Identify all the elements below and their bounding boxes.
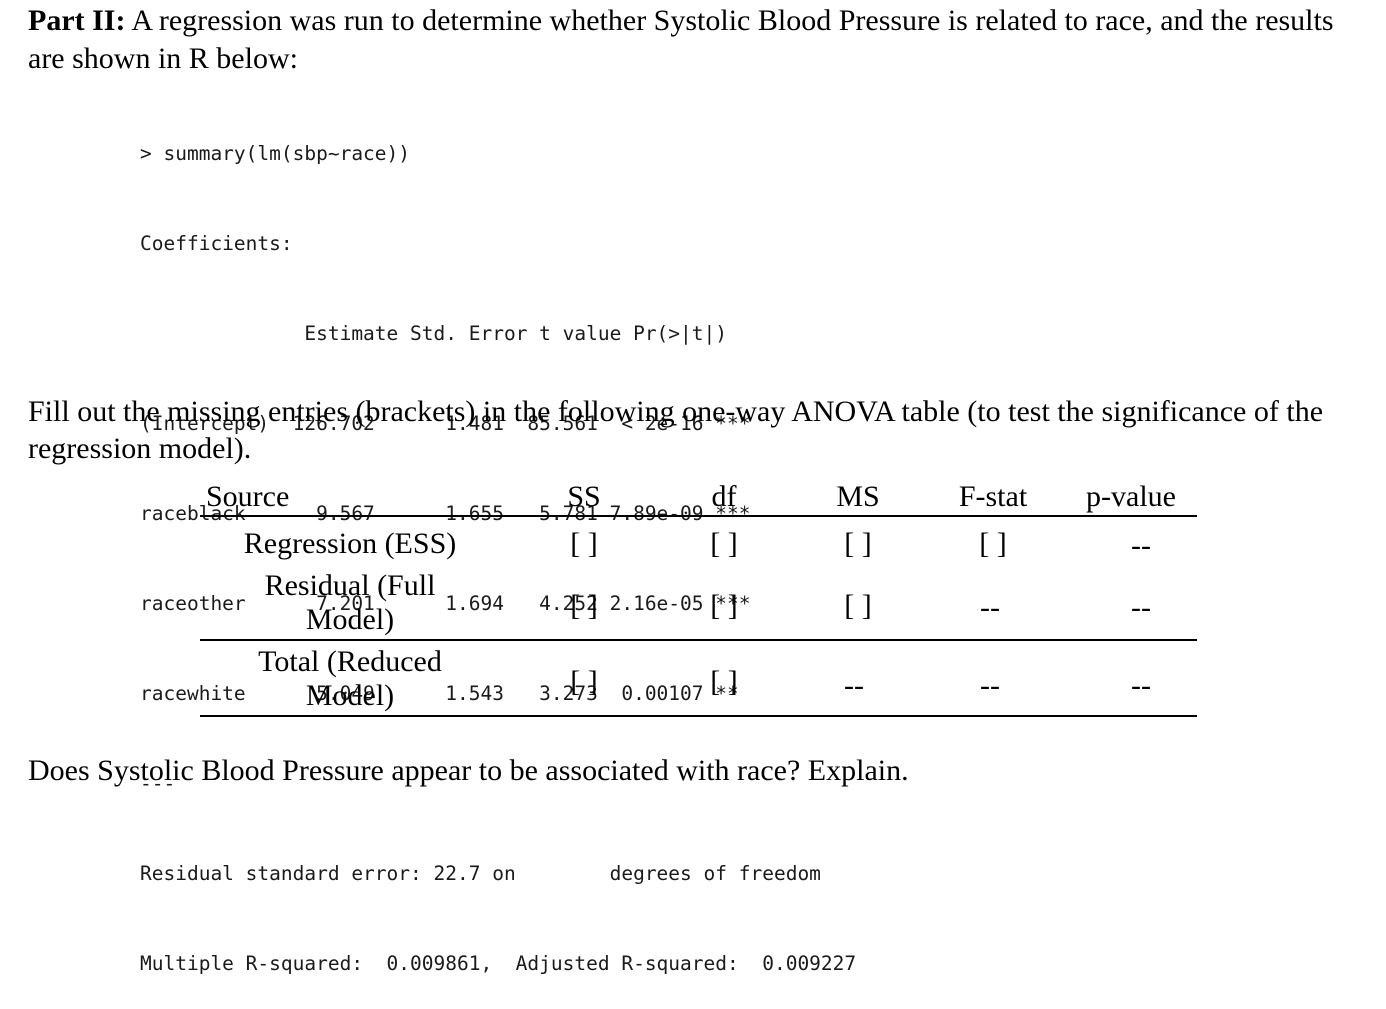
header-df: df [711,480,737,513]
cell-ss: [ ] [570,527,598,560]
final-question: Does Systolic Blood Pressure appear to b… [28,754,909,787]
cell-ss: [ ] [570,589,598,622]
cell-ms: [ ] [844,589,872,622]
residual-standard-error-line: Residual standard error: 22.7 on degrees… [140,862,821,885]
cell-df: [ ] [710,589,738,622]
cell-fstat: -- [980,591,1000,624]
bottom-rule [200,715,1197,717]
row-source-line1: Total (Reduced [258,645,442,678]
header-source: Source [206,480,290,513]
coefficients-heading: Coefficients: [140,232,293,255]
anova-instructions: Fill out the missing entries (brackets) … [28,395,1324,465]
row-source: Regression (ESS) [220,527,480,561]
coefficient-row-raceother: raceother 7.201 1.694 4.252 2.16e-05 *** [140,592,751,615]
row-source: Total (Reduced Model) [220,645,480,713]
coefficient-row-intercept: (Intercept) 126.702 1.481 85.561 < 2e-16… [140,412,751,435]
residual-rule [200,639,1197,641]
header-ss: SS [567,480,601,513]
cell-ss: [ ] [570,665,598,698]
cell-pvalue: -- [1131,591,1151,624]
cell-pvalue: -- [1131,669,1151,702]
row-source: Residual (Full Model) [220,569,480,637]
row-source-line2: Model) [305,679,395,712]
intro-paragraph: Part II: A regression was run to determi… [28,2,1368,78]
coefficient-row-racewhite: racewhite 5.049 1.543 3.273 0.00107 ** [140,682,739,705]
coefficient-row-raceblack: raceblack 9.567 1.655 5.781 7.89e-09 *** [140,502,751,525]
part-label: Part II: [28,4,126,37]
r-squared-line: Multiple R-squared: 0.009861, Adjusted R… [140,952,857,975]
cell-df: [ ] [710,527,738,560]
separator-line: --- [140,772,176,795]
row-source-line1: Residual (Full [264,569,436,602]
intro-text: A regression was run to determine whethe… [28,4,1334,75]
header-rule [200,515,1197,517]
r-command: > summary(lm(sbp~race)) [140,142,411,165]
header-pvalue: p-value [1086,480,1176,513]
cell-ms: -- [844,669,864,702]
cell-pvalue: -- [1131,529,1151,562]
coefficients-column-header: Estimate Std. Error t value Pr(>|t|) [140,322,727,345]
row-source-line2: Model) [305,603,395,636]
cell-ms: [ ] [844,527,872,560]
cell-fstat: -- [980,669,1000,702]
header-ms: MS [836,480,880,513]
cell-fstat: [ ] [979,527,1007,560]
row-source-line1: Regression (ESS) [243,527,457,560]
cell-df: [ ] [710,665,738,698]
header-fstat: F-stat [958,480,1028,513]
